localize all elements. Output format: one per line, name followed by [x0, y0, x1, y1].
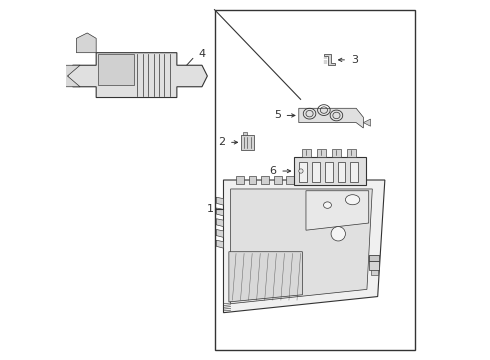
- Polygon shape: [223, 180, 385, 313]
- Bar: [347, 149, 356, 157]
- Bar: [236, 176, 244, 184]
- Bar: [299, 176, 307, 184]
- Bar: [324, 162, 333, 182]
- Polygon shape: [306, 191, 368, 230]
- Polygon shape: [57, 65, 80, 87]
- Bar: [243, 132, 247, 135]
- Polygon shape: [216, 208, 223, 216]
- Bar: [261, 176, 269, 184]
- Ellipse shape: [345, 195, 360, 205]
- Bar: [242, 135, 254, 149]
- Bar: [294, 157, 366, 185]
- Bar: [317, 149, 326, 157]
- Text: 1: 1: [207, 204, 214, 214]
- Bar: [368, 255, 379, 261]
- Polygon shape: [324, 54, 335, 65]
- Bar: [350, 162, 358, 182]
- Text: 4: 4: [198, 49, 205, 59]
- Bar: [248, 176, 256, 184]
- Polygon shape: [231, 189, 372, 304]
- Text: 3: 3: [351, 55, 358, 65]
- Bar: [370, 270, 378, 275]
- Polygon shape: [229, 252, 302, 302]
- Bar: [299, 162, 307, 182]
- Ellipse shape: [323, 202, 331, 208]
- Polygon shape: [68, 53, 207, 98]
- Circle shape: [299, 169, 303, 173]
- Polygon shape: [299, 108, 364, 128]
- Bar: [368, 255, 379, 270]
- Polygon shape: [216, 219, 223, 226]
- Polygon shape: [364, 119, 370, 126]
- Bar: [332, 149, 341, 157]
- Polygon shape: [76, 33, 96, 53]
- Bar: [312, 162, 319, 182]
- Bar: [215, 10, 416, 350]
- Circle shape: [331, 226, 345, 241]
- Polygon shape: [216, 197, 223, 205]
- Polygon shape: [98, 54, 134, 85]
- Bar: [302, 149, 311, 157]
- Text: 2: 2: [218, 138, 225, 147]
- Text: 7: 7: [344, 257, 351, 267]
- Polygon shape: [216, 240, 223, 248]
- Bar: [338, 162, 345, 182]
- Text: 5: 5: [274, 111, 281, 121]
- Bar: [286, 176, 294, 184]
- Text: 6: 6: [270, 166, 276, 176]
- Bar: [274, 176, 282, 184]
- Polygon shape: [216, 229, 223, 237]
